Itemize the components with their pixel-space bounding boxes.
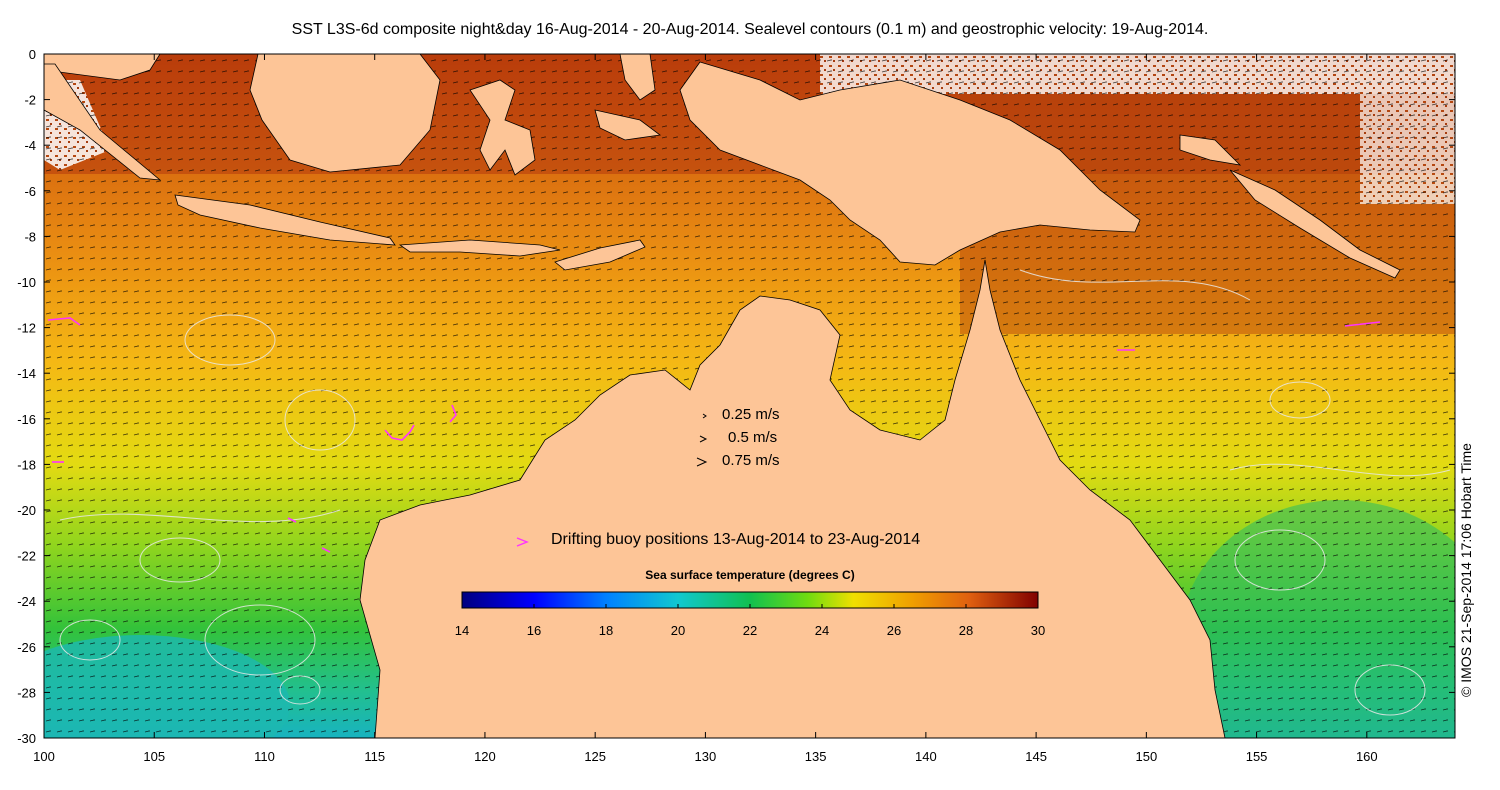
y-tick-label: -22 bbox=[17, 549, 36, 564]
y-tick-label: -18 bbox=[17, 457, 36, 472]
y-tick-label: -20 bbox=[17, 503, 36, 518]
credit-text: © IMOS 21-Sep-2014 17:06 Hobart Time bbox=[1458, 443, 1474, 697]
new-britain bbox=[1179, 134, 1242, 166]
java bbox=[174, 194, 396, 246]
x-tick-label: 145 bbox=[1025, 749, 1047, 764]
buoy-legend-arrow bbox=[516, 537, 529, 547]
y-tick-label: -24 bbox=[17, 594, 36, 609]
x-tick-label: 130 bbox=[695, 749, 717, 764]
y-axis: 0 -2 -4 -6 -8 -10 -12 -14 -16 -18 -20 -22 -24 -26 -28 -… bbox=[17, 47, 1455, 746]
x-tick-label: 140 bbox=[915, 749, 937, 764]
maluku bbox=[594, 109, 662, 141]
y-tick-label: -6 bbox=[24, 184, 36, 199]
y-tick-label: -16 bbox=[17, 412, 36, 427]
x-tick-label: 105 bbox=[143, 749, 165, 764]
colorbar-title: Sea surface temperature (degrees C) bbox=[645, 568, 855, 582]
velocity-legend-075: 0.75 m/s bbox=[722, 452, 780, 469]
y-tick-label: -10 bbox=[17, 275, 36, 290]
x-tick-label: 135 bbox=[805, 749, 827, 764]
map-title: SST L3S-6d composite night&day 16-Aug-20… bbox=[291, 21, 1209, 38]
arrow-075 bbox=[696, 457, 708, 467]
x-axis: 100 105 110 115 120 125 130 135 140 145 150 155 160 bbox=[33, 54, 1378, 764]
y-tick-label: -14 bbox=[17, 366, 36, 381]
halmahera bbox=[619, 54, 656, 101]
sulawesi bbox=[469, 79, 536, 176]
solomon-islands bbox=[1229, 169, 1401, 279]
x-tick-label: 110 bbox=[254, 749, 275, 764]
y-tick-label: -28 bbox=[17, 685, 36, 700]
x-tick-label: 115 bbox=[364, 749, 385, 764]
x-tick-label: 120 bbox=[474, 749, 496, 764]
buoy-tracks bbox=[47, 317, 1381, 553]
colorbar-ticks: 14 16 18 20 22 24 26 28 30 bbox=[455, 604, 1045, 638]
sumatra bbox=[44, 54, 161, 81]
velocity-legend-05: 0.5 m/s bbox=[728, 429, 778, 446]
y-tick-label: -30 bbox=[17, 731, 36, 746]
velocity-legend-arrows bbox=[516, 413, 708, 547]
colorbar-tick-label: 24 bbox=[815, 623, 829, 638]
colorbar-tick-label: 28 bbox=[959, 623, 973, 638]
y-tick-label: -4 bbox=[24, 138, 36, 153]
arrow-025 bbox=[702, 413, 707, 419]
x-tick-label: 155 bbox=[1246, 749, 1268, 764]
land bbox=[44, 54, 1401, 738]
x-tick-label: 160 bbox=[1356, 749, 1378, 764]
x-tick-label: 125 bbox=[584, 749, 606, 764]
velocity-legend-025: 0.25 m/s bbox=[722, 406, 780, 423]
sealevel-contours bbox=[59, 269, 1451, 716]
australia bbox=[359, 259, 1226, 738]
y-tick-label: -12 bbox=[17, 321, 36, 336]
x-tick-label: 100 bbox=[33, 749, 55, 764]
buoy-legend: Drifting buoy positions 13-Aug-2014 to 2… bbox=[551, 531, 921, 548]
y-tick-label: -8 bbox=[24, 229, 36, 244]
lesser-sunda bbox=[398, 239, 561, 257]
colorbar-tick-label: 14 bbox=[455, 623, 469, 638]
colorbar-tick-label: 26 bbox=[887, 623, 901, 638]
colorbar-tick-label: 18 bbox=[599, 623, 613, 638]
new-guinea bbox=[679, 61, 1141, 266]
y-tick-label: -26 bbox=[17, 640, 36, 655]
sumatra-south bbox=[44, 63, 162, 181]
arrow-05 bbox=[699, 435, 708, 443]
timor bbox=[554, 239, 646, 271]
colorbar-tick-label: 16 bbox=[527, 623, 541, 638]
borneo bbox=[249, 54, 441, 173]
y-tick-label: -2 bbox=[24, 93, 36, 108]
map-frame bbox=[43, 53, 1456, 739]
colorbar-tick-label: 30 bbox=[1031, 623, 1045, 638]
colorbar-tick-label: 20 bbox=[671, 623, 685, 638]
colorbar-tick-label: 22 bbox=[743, 623, 757, 638]
y-tick-label: 0 bbox=[29, 47, 36, 62]
x-tick-label: 150 bbox=[1135, 749, 1157, 764]
